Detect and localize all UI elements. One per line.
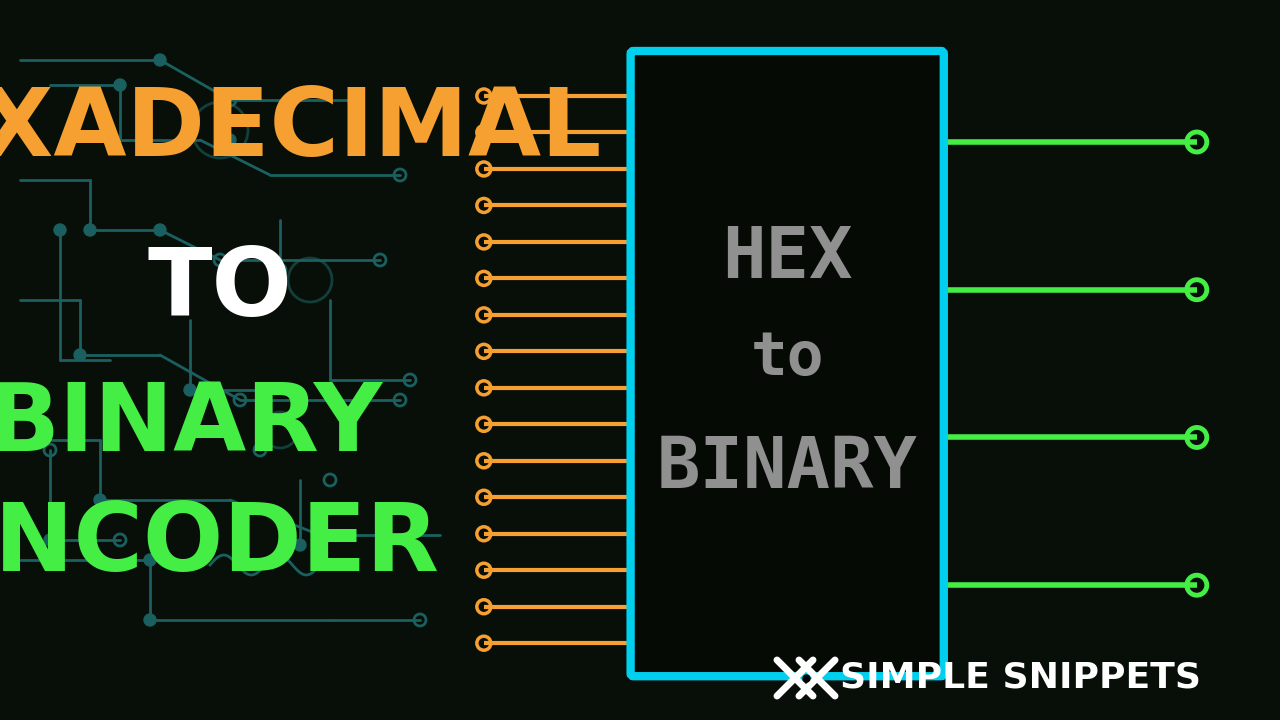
Circle shape — [143, 614, 156, 626]
Circle shape — [224, 134, 236, 146]
Text: to: to — [750, 329, 824, 388]
Circle shape — [184, 384, 196, 396]
Circle shape — [143, 554, 156, 566]
Circle shape — [154, 54, 166, 66]
Circle shape — [74, 349, 86, 361]
Circle shape — [44, 534, 56, 546]
Text: BINARY: BINARY — [0, 379, 383, 471]
Circle shape — [93, 494, 106, 506]
Circle shape — [294, 539, 306, 551]
Text: TO: TO — [147, 244, 292, 336]
Circle shape — [154, 224, 166, 236]
Circle shape — [54, 224, 67, 236]
Text: ENCODER: ENCODER — [0, 499, 439, 591]
Text: BINARY: BINARY — [657, 434, 918, 503]
FancyBboxPatch shape — [631, 51, 943, 676]
Text: HEXADECIMAL: HEXADECIMAL — [0, 84, 602, 176]
Circle shape — [114, 79, 125, 91]
Text: HEX: HEX — [722, 224, 852, 293]
Text: SIMPLE SNIPPETS: SIMPLE SNIPPETS — [840, 661, 1201, 695]
Circle shape — [84, 224, 96, 236]
